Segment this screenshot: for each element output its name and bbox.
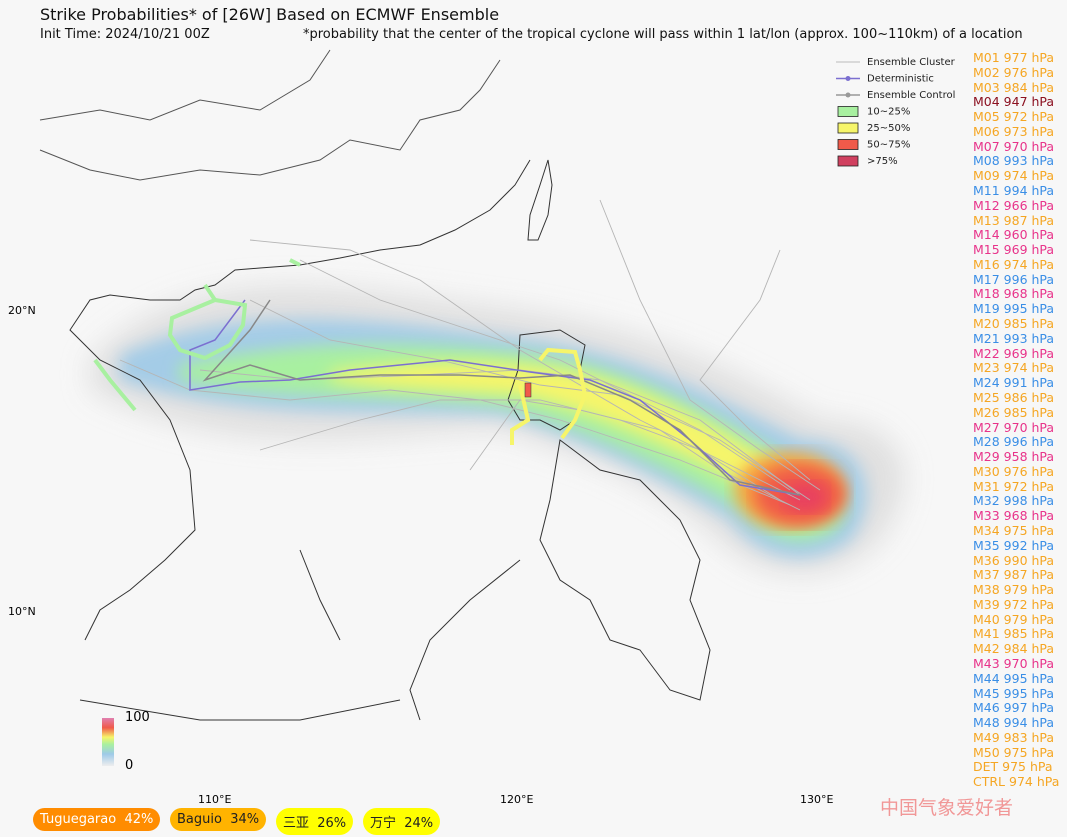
member-entry: M05 972 hPa xyxy=(973,109,1055,125)
member-entry: M14 960 hPa xyxy=(973,227,1055,243)
member-entry: M34 975 hPa xyxy=(973,522,1055,538)
member-entry: M46 997 hPa xyxy=(973,700,1055,716)
colorbar-max: 100 xyxy=(125,710,150,725)
lon-label: 110°E xyxy=(198,793,232,806)
member-entry: M16 974 hPa xyxy=(973,256,1055,272)
city-rings xyxy=(93,258,588,445)
member-entry: M13 987 hPa xyxy=(973,212,1055,228)
member-entry: M11 994 hPa xyxy=(973,183,1055,199)
lon-label: 130°E xyxy=(800,793,834,806)
legend-swatch xyxy=(837,155,859,167)
member-entry: M43 970 hPa xyxy=(973,655,1055,671)
member-entry: DET 975 hPa xyxy=(973,759,1053,775)
member-entry: M26 985 hPa xyxy=(973,404,1055,420)
member-entry: M17 996 hPa xyxy=(973,271,1055,287)
member-entry: M24 991 hPa xyxy=(973,375,1055,391)
legend-label: >75% xyxy=(867,156,898,167)
member-entry: M08 993 hPa xyxy=(973,153,1055,169)
colorbar xyxy=(102,718,114,766)
member-entry: M29 958 hPa xyxy=(973,449,1055,465)
swath xyxy=(90,286,905,574)
legend-swatch xyxy=(837,106,859,117)
member-entry: M27 970 hPa xyxy=(973,419,1055,435)
member-entry: M44 995 hPa xyxy=(973,670,1055,686)
legend-label: 50~75% xyxy=(867,140,910,151)
member-entry: M32 998 hPa xyxy=(973,493,1055,509)
member-entry: CTRL 974 hPa xyxy=(973,774,1060,790)
colorbar-min: 0 xyxy=(125,758,134,773)
member-entry: M50 975 hPa xyxy=(973,744,1055,760)
member-entry: M49 983 hPa xyxy=(973,729,1055,745)
high-prob-spot xyxy=(524,382,532,398)
member-entry: M48 994 hPa xyxy=(973,715,1055,731)
member-entry: M02 976 hPa xyxy=(973,64,1055,80)
member-entry: M18 968 hPa xyxy=(973,286,1055,302)
member-entry: M07 970 hPa xyxy=(973,138,1055,154)
member-entry: M31 972 hPa xyxy=(973,478,1055,494)
lon-label: 120°E xyxy=(500,793,534,806)
legend-swatch xyxy=(837,139,859,150)
member-entry: M25 986 hPa xyxy=(973,389,1055,405)
member-entry: M15 969 hPa xyxy=(973,242,1055,258)
member-entry: M04 947 hPa xyxy=(973,94,1055,110)
title: Strike Probabilities* of [26W] Based on … xyxy=(40,5,500,24)
member-entry: M33 968 hPa xyxy=(973,508,1055,524)
legend-label: Deterministic xyxy=(867,74,934,85)
member-entry: M23 974 hPa xyxy=(973,360,1055,376)
member-entry: M35 992 hPa xyxy=(973,537,1055,553)
legend-label: Ensemble Control xyxy=(867,90,955,101)
location-badge: 三亚 26% xyxy=(276,808,354,835)
member-entry: M21 993 hPa xyxy=(973,330,1055,346)
legend-swatch xyxy=(837,122,859,134)
legend-label: Ensemble Cluster xyxy=(867,57,956,68)
member-entry: M22 969 hPa xyxy=(973,345,1055,361)
member-entry: M20 985 hPa xyxy=(973,316,1055,332)
location-badge: Tuguegarao 42% xyxy=(33,808,161,831)
legend-swatch xyxy=(845,92,851,98)
member-entry: M03 984 hPa xyxy=(973,79,1055,95)
control-track xyxy=(202,299,801,496)
member-entry: M12 966 hPa xyxy=(973,197,1055,213)
watermark: 中国气象爱好者 xyxy=(880,797,1014,819)
legend-swatch xyxy=(845,76,851,81)
legend: Ensemble Cluster Deterministic Ensemble Co… xyxy=(836,57,956,167)
member-entry: M19 995 hPa xyxy=(973,301,1055,317)
location-badge: 万宁 24% xyxy=(363,808,441,835)
member-entry: M41 985 hPa xyxy=(973,626,1055,642)
member-entry: M09 974 hPa xyxy=(973,168,1055,184)
member-entry: M42 984 hPa xyxy=(973,641,1055,657)
member-entry: M39 972 hPa xyxy=(973,596,1055,612)
legend-label: 25~50% xyxy=(867,123,910,134)
legend-label: 10~25% xyxy=(867,107,910,118)
member-entry: M28 996 hPa xyxy=(973,434,1055,450)
member-entry: M06 973 hPa xyxy=(973,123,1055,139)
location-badge: Baguio 34% xyxy=(170,808,267,831)
deterministic-track xyxy=(189,299,801,496)
coastlines xyxy=(39,49,711,721)
member-entry: M36 990 hPa xyxy=(973,552,1055,568)
lat-label: 20°N xyxy=(8,304,36,317)
member-entry: M01 977 hPa xyxy=(973,50,1055,65)
member-entry: M37 987 hPa xyxy=(973,567,1055,583)
member-entry: M40 979 hPa xyxy=(973,611,1055,627)
footnote: *probability that the center of the trop… xyxy=(303,27,1023,42)
init-time: Init Time: 2024/10/21 00Z xyxy=(40,27,210,42)
member-entry: M30 976 hPa xyxy=(973,463,1055,479)
lat-label: 10°N xyxy=(8,605,36,618)
member-entry: M45 995 hPa xyxy=(973,685,1055,701)
member-entry: M38 979 hPa xyxy=(973,582,1055,598)
